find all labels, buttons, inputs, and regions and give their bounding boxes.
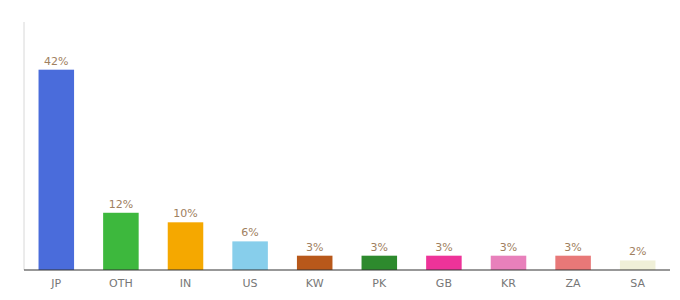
x-tick-label: KW [306,277,324,290]
chart-container: 42% 12% 10% 6% 3% 3% 3% 3% 3% 2% JP OTH IN US KW PK GB KR… [0,0,680,300]
x-tick-label: SA [630,277,645,290]
data-label: 3% [564,241,581,254]
data-label: 3% [435,241,452,254]
x-tick-label: ZA [566,277,582,290]
bar [620,260,656,270]
x-tick-label: US [243,277,258,290]
data-label: 6% [241,226,258,239]
bar [297,256,333,270]
data-label: 10% [173,207,197,220]
bar [39,70,75,270]
data-label: 3% [371,241,388,254]
bar [426,256,462,270]
chart: 42% 12% 10% 6% 3% 3% 3% 3% 3% 2% JP OTH IN US KW PK GB KR… [0,0,680,300]
bar [555,256,591,270]
data-label: 2% [629,245,646,258]
x-axis [24,269,670,270]
y-axis [24,22,25,270]
x-tick-label: GB [436,277,452,290]
data-label: 3% [306,241,323,254]
x-tick-label: JP [50,277,61,290]
bars [39,70,656,270]
data-label: 12% [109,198,133,211]
bar [362,256,398,270]
x-tick-label: OTH [109,277,133,290]
x-tick-label: KR [501,277,516,290]
x-tick-label: PK [372,277,387,290]
data-label: 42% [44,55,68,68]
x-tick-label: IN [180,277,191,290]
bar [168,222,204,270]
data-label: 3% [500,241,517,254]
bar [232,241,268,270]
bar [103,213,139,270]
bar [491,256,527,270]
